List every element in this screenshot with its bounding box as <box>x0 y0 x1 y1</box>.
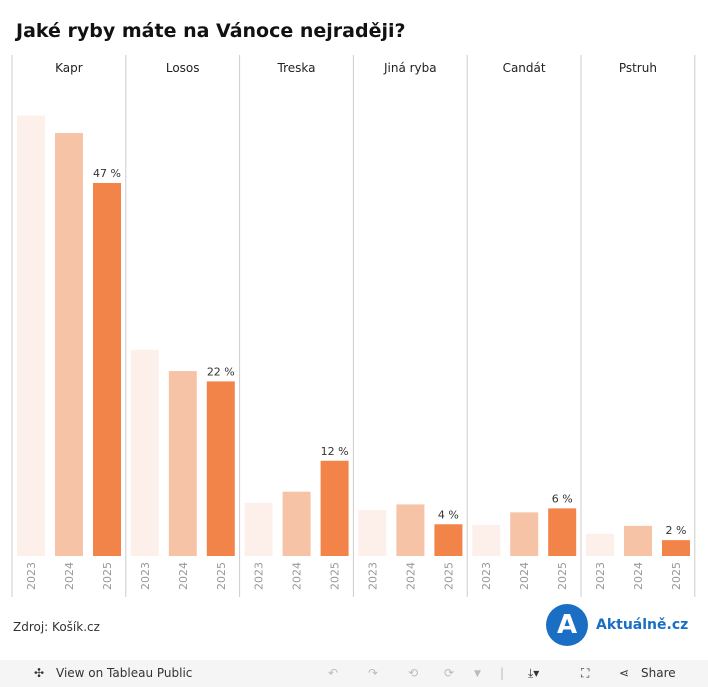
undo-icon[interactable]: ↶ <box>328 666 339 680</box>
share-button[interactable]: Share <box>641 666 676 680</box>
year-tick-label: 2024 <box>63 562 76 590</box>
year-tick-label: 2024 <box>291 562 304 590</box>
bar-Losos-2024 <box>168 371 197 556</box>
fullscreen-icon[interactable]: ⛶ <box>581 666 590 680</box>
bar-Treska-2024 <box>282 491 311 556</box>
bar-Pstruh-2024 <box>624 525 652 556</box>
redo-icon[interactable]: ↷ <box>368 666 379 680</box>
bar-Jiná ryba-2023 <box>358 509 387 556</box>
bar-Pstruh-2023 <box>586 533 614 556</box>
category-label: Treska <box>277 61 316 75</box>
revert-icon[interactable]: ⟲ <box>408 666 419 680</box>
year-tick-label: 2025 <box>329 562 342 590</box>
chart-title: Jaké ryby máte na Vánoce nejraději? <box>16 20 406 42</box>
divider: | <box>500 666 505 680</box>
year-tick-label: 2024 <box>632 562 645 590</box>
download-icon[interactable]: ⤓▾ <box>528 666 540 680</box>
bar-chart: Kapr 2023 2024 2025 47 % Losos 2023 2024 2025 22 … <box>11 55 696 597</box>
bar-Kapr-2024 <box>55 133 83 556</box>
refresh-icon[interactable]: ⟳ <box>444 666 455 680</box>
bar-Jiná ryba-2025 <box>434 524 463 556</box>
year-tick-label: 2024 <box>404 562 417 590</box>
aktualne-logo[interactable]: A Aktuálně.cz <box>546 604 688 646</box>
data-label: 6 % <box>552 492 573 505</box>
year-tick-label: 2024 <box>177 562 190 590</box>
bar-Losos-2023 <box>130 349 159 556</box>
data-label: 22 % <box>207 365 235 378</box>
category-label: Candát <box>503 61 546 75</box>
bar-Candát-2024 <box>510 512 539 556</box>
bar-Candát-2023 <box>472 525 501 556</box>
category-label: Pstruh <box>619 61 657 75</box>
bar-Kapr-2023 <box>17 115 45 557</box>
year-tick-label: 2023 <box>25 562 38 590</box>
bar-Losos-2025 <box>206 381 235 556</box>
bar-Treska-2025 <box>320 460 349 556</box>
year-tick-label: 2023 <box>139 562 152 590</box>
year-tick-label: 2023 <box>594 562 607 590</box>
year-tick-label: 2025 <box>556 562 569 590</box>
year-tick-label: 2025 <box>215 562 228 590</box>
bar-Candát-2025 <box>548 508 577 556</box>
year-tick-label: 2023 <box>480 562 493 590</box>
share-icon[interactable]: ⋖ <box>619 666 630 680</box>
year-tick-label: 2023 <box>366 562 379 590</box>
category-label: Jiná ryba <box>383 61 437 75</box>
year-tick-label: 2023 <box>253 562 266 590</box>
bar-Jiná ryba-2024 <box>396 504 425 556</box>
year-tick-label: 2025 <box>101 562 114 590</box>
category-label: Losos <box>166 61 200 75</box>
data-label: 2 % <box>666 524 687 537</box>
bar-Kapr-2025 <box>93 183 121 556</box>
data-label: 12 % <box>321 445 349 458</box>
bar-Treska-2023 <box>244 502 273 556</box>
year-tick-label: 2025 <box>670 562 683 590</box>
data-label: 4 % <box>438 508 459 521</box>
logo-text: Aktuálně.cz <box>596 617 689 633</box>
tableau-toolbar: ✣ View on Tableau Public ↶ ↷ ⟲ ⟳ ▼ | ⤓▾ … <box>0 660 708 687</box>
chevron-down-icon[interactable]: ▼ <box>474 669 481 679</box>
logo-mark: A <box>546 604 588 646</box>
data-label: 47 % <box>93 167 121 180</box>
view-on-tableau-link[interactable]: View on Tableau Public <box>56 666 193 680</box>
year-tick-label: 2025 <box>442 562 455 590</box>
year-tick-label: 2024 <box>518 562 531 590</box>
category-label: Kapr <box>55 61 83 75</box>
source-note: Zdroj: Košík.cz <box>13 620 100 634</box>
bar-Pstruh-2025 <box>662 540 690 556</box>
tableau-icon: ✣ <box>34 666 45 680</box>
